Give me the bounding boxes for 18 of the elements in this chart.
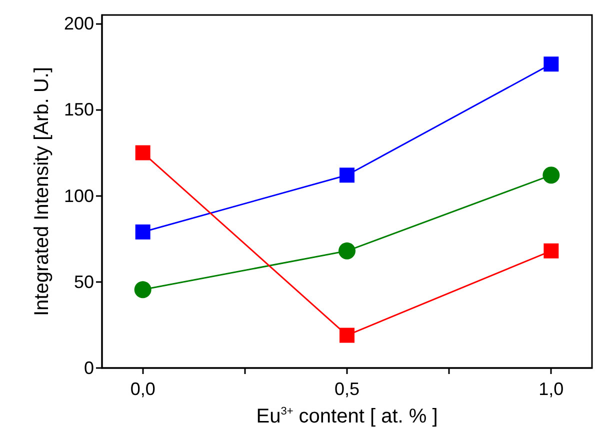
point [135,224,150,240]
point [340,168,354,183]
point [134,281,152,298]
y-tick-label: 0 [84,358,94,378]
x-tick-label: 0,5 [334,379,360,399]
y-tick-label: 200 [64,14,94,34]
y-tick-label: 50 [74,272,94,292]
point [338,242,356,260]
point [544,56,559,72]
x-tick-label: 1,0 [538,379,564,399]
y-tick-label: 150 [64,100,94,120]
y-tick-label: 100 [64,186,94,206]
point [542,166,560,184]
y-axis-title: Integrated Intensity [Arb. U.] [31,66,53,316]
point [135,145,150,160]
point [340,328,354,343]
point [544,243,559,258]
x-tick-label: 0,0 [130,379,156,399]
